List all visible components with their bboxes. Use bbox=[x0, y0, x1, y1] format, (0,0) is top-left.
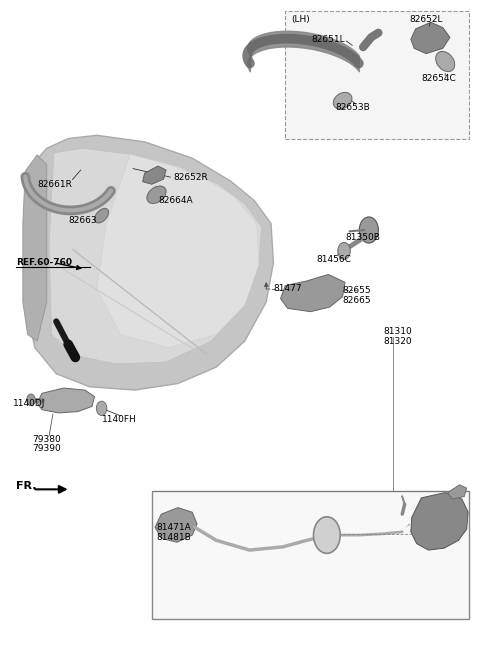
Text: 82661R: 82661R bbox=[37, 180, 72, 189]
Polygon shape bbox=[281, 274, 345, 312]
Ellipse shape bbox=[436, 51, 455, 72]
Circle shape bbox=[96, 401, 107, 415]
Text: 81477: 81477 bbox=[274, 284, 302, 293]
Text: (LH): (LH) bbox=[291, 15, 310, 24]
Text: 82664A: 82664A bbox=[159, 196, 193, 205]
Circle shape bbox=[360, 217, 378, 243]
FancyBboxPatch shape bbox=[285, 11, 469, 138]
Text: 81320: 81320 bbox=[383, 337, 412, 346]
Text: 82655: 82655 bbox=[343, 285, 371, 295]
Polygon shape bbox=[97, 154, 259, 348]
Text: 81350B: 81350B bbox=[345, 234, 380, 242]
Polygon shape bbox=[411, 493, 468, 550]
Text: 81310: 81310 bbox=[383, 327, 412, 336]
Text: 79390: 79390 bbox=[33, 444, 61, 453]
Circle shape bbox=[27, 394, 35, 405]
Circle shape bbox=[338, 243, 350, 259]
Text: 82651L: 82651L bbox=[312, 35, 345, 44]
Text: 82652L: 82652L bbox=[409, 15, 443, 24]
Text: 81481B: 81481B bbox=[156, 533, 191, 543]
Polygon shape bbox=[25, 135, 274, 390]
Text: 82653B: 82653B bbox=[336, 103, 370, 112]
FancyBboxPatch shape bbox=[152, 491, 469, 619]
Text: 82665: 82665 bbox=[343, 296, 371, 305]
Circle shape bbox=[313, 517, 340, 554]
Ellipse shape bbox=[333, 92, 352, 109]
Text: 1140FH: 1140FH bbox=[102, 415, 136, 424]
Text: 82652R: 82652R bbox=[173, 173, 208, 182]
Polygon shape bbox=[143, 166, 166, 184]
Text: 82654C: 82654C bbox=[421, 74, 456, 83]
Polygon shape bbox=[49, 148, 262, 364]
Text: 81456C: 81456C bbox=[316, 255, 351, 264]
Ellipse shape bbox=[147, 186, 166, 203]
Text: FR.: FR. bbox=[16, 481, 36, 491]
Polygon shape bbox=[447, 485, 467, 499]
Text: 81471A: 81471A bbox=[156, 523, 191, 532]
Polygon shape bbox=[411, 22, 450, 54]
Polygon shape bbox=[155, 508, 197, 543]
Text: 82663: 82663 bbox=[68, 216, 97, 225]
Text: 1140DJ: 1140DJ bbox=[13, 399, 46, 407]
Text: REF.60-760: REF.60-760 bbox=[16, 258, 72, 267]
Text: 79380: 79380 bbox=[33, 434, 61, 443]
Polygon shape bbox=[37, 388, 95, 413]
Polygon shape bbox=[23, 155, 47, 341]
Ellipse shape bbox=[95, 209, 108, 223]
